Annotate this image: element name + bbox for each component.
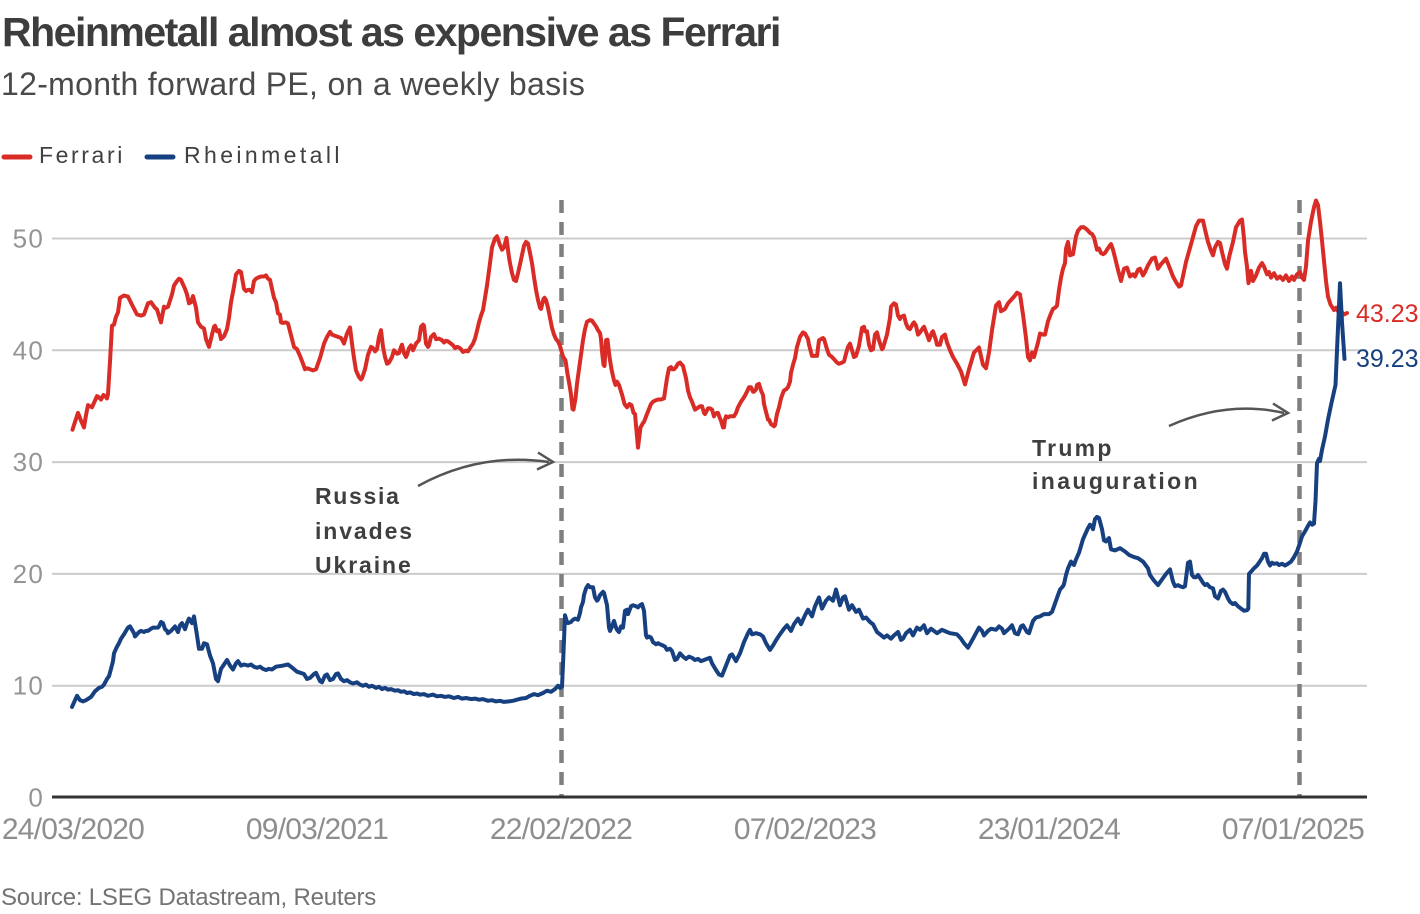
svg-text:invades: invades xyxy=(315,518,414,544)
svg-text:09/03/2021: 09/03/2021 xyxy=(246,813,388,846)
svg-text:23/01/2024: 23/01/2024 xyxy=(978,813,1120,846)
svg-text:Rheinmetall almost as expensiv: Rheinmetall almost as expensive as Ferra… xyxy=(2,9,780,55)
svg-text:inauguration: inauguration xyxy=(1032,468,1200,494)
svg-text:Ukraine: Ukraine xyxy=(315,552,413,578)
svg-text:07/02/2023: 07/02/2023 xyxy=(734,813,876,846)
svg-text:10: 10 xyxy=(13,671,44,701)
svg-text:Source: LSEG Datastream, Reute: Source: LSEG Datastream, Reuters xyxy=(1,884,376,911)
svg-text:24/03/2020: 24/03/2020 xyxy=(2,813,144,846)
svg-text:Ferrari: Ferrari xyxy=(39,142,125,168)
svg-text:50: 50 xyxy=(13,224,44,254)
svg-text:07/01/2025: 07/01/2025 xyxy=(1222,813,1364,846)
svg-text:43.23: 43.23 xyxy=(1356,300,1419,328)
svg-text:39.23: 39.23 xyxy=(1356,345,1419,373)
svg-text:40: 40 xyxy=(13,335,44,365)
svg-text:20: 20 xyxy=(13,559,44,589)
svg-text:Rheinmetall: Rheinmetall xyxy=(184,142,343,168)
svg-text:30: 30 xyxy=(13,447,44,477)
svg-text:22/02/2022: 22/02/2022 xyxy=(490,813,632,846)
svg-text:0: 0 xyxy=(28,783,44,813)
svg-text:Trump: Trump xyxy=(1032,435,1114,461)
svg-text:12-month forward PE, on a week: 12-month forward PE, on a weekly basis xyxy=(1,66,585,102)
svg-text:Russia: Russia xyxy=(315,483,401,509)
